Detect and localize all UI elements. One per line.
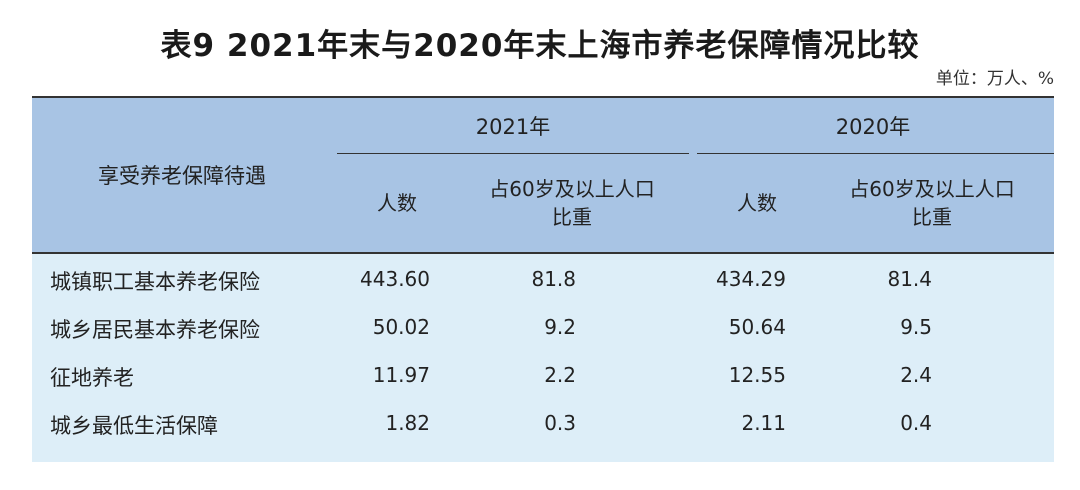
header-divider: [337, 153, 689, 154]
cell-count-2021: 11.97: [372, 363, 430, 387]
cell-share-2021: 2.2: [544, 363, 576, 387]
unit-note: 单位：万人、%: [935, 69, 1054, 89]
cell-count-2020: 12.55: [728, 363, 786, 387]
subheader-share-2020: 占60岁及以上人口 比重: [849, 177, 1015, 229]
year-header-2021: 2021年: [475, 115, 551, 139]
row-header-label: 享受养老保障待遇: [98, 164, 266, 188]
cell-share-2020: 0.4: [900, 411, 932, 435]
row-label: 城乡居民基本养老保险: [50, 318, 260, 342]
pension-table: 享受养老保障待遇 2021年 2020年 人数 占60岁及以上人口 比重 人数 …: [32, 96, 1054, 462]
year-header-2020: 2020年: [835, 115, 911, 139]
cell-share-2021: 81.8: [531, 267, 576, 291]
table-title: 表9 2021年末与2020年末上海市养老保障情况比较: [160, 28, 920, 64]
cell-share-2020: 2.4: [900, 363, 932, 387]
cell-count-2021: 443.60: [360, 267, 430, 291]
cell-count-2020: 50.64: [728, 315, 786, 339]
cell-share-2020: 81.4: [887, 267, 932, 291]
cell-share-2021: 9.2: [544, 315, 576, 339]
table-row: 城乡居民基本养老保险 50.02 9.2 50.64 9.5: [32, 306, 1054, 352]
header-divider: [697, 153, 1054, 154]
table-row: 城乡最低生活保障 1.82 0.3 2.11 0.4: [32, 402, 1054, 448]
cell-share-2021: 0.3: [544, 411, 576, 435]
cell-share-2020: 9.5: [900, 315, 932, 339]
cell-count-2021: 1.82: [385, 411, 430, 435]
cell-count-2020: 2.11: [741, 411, 786, 435]
subheader-share-2021: 占60岁及以上人口 比重: [489, 177, 655, 229]
subheader-count-2021: 人数: [377, 191, 417, 215]
subheader-count-2020: 人数: [737, 191, 777, 215]
table-body: 城镇职工基本养老保险 443.60 81.8 434.29 81.4 城乡居民基…: [32, 254, 1054, 462]
row-label: 城乡最低生活保障: [50, 414, 218, 438]
cell-count-2020: 434.29: [716, 267, 786, 291]
table-row: 征地养老 11.97 2.2 12.55 2.4: [32, 354, 1054, 400]
row-label: 征地养老: [50, 366, 134, 390]
table-row: 城镇职工基本养老保险 443.60 81.8 434.29 81.4: [32, 258, 1054, 304]
table-header: 享受养老保障待遇 2021年 2020年 人数 占60岁及以上人口 比重 人数 …: [32, 98, 1054, 254]
cell-count-2021: 50.02: [372, 315, 430, 339]
row-label: 城镇职工基本养老保险: [50, 270, 260, 294]
